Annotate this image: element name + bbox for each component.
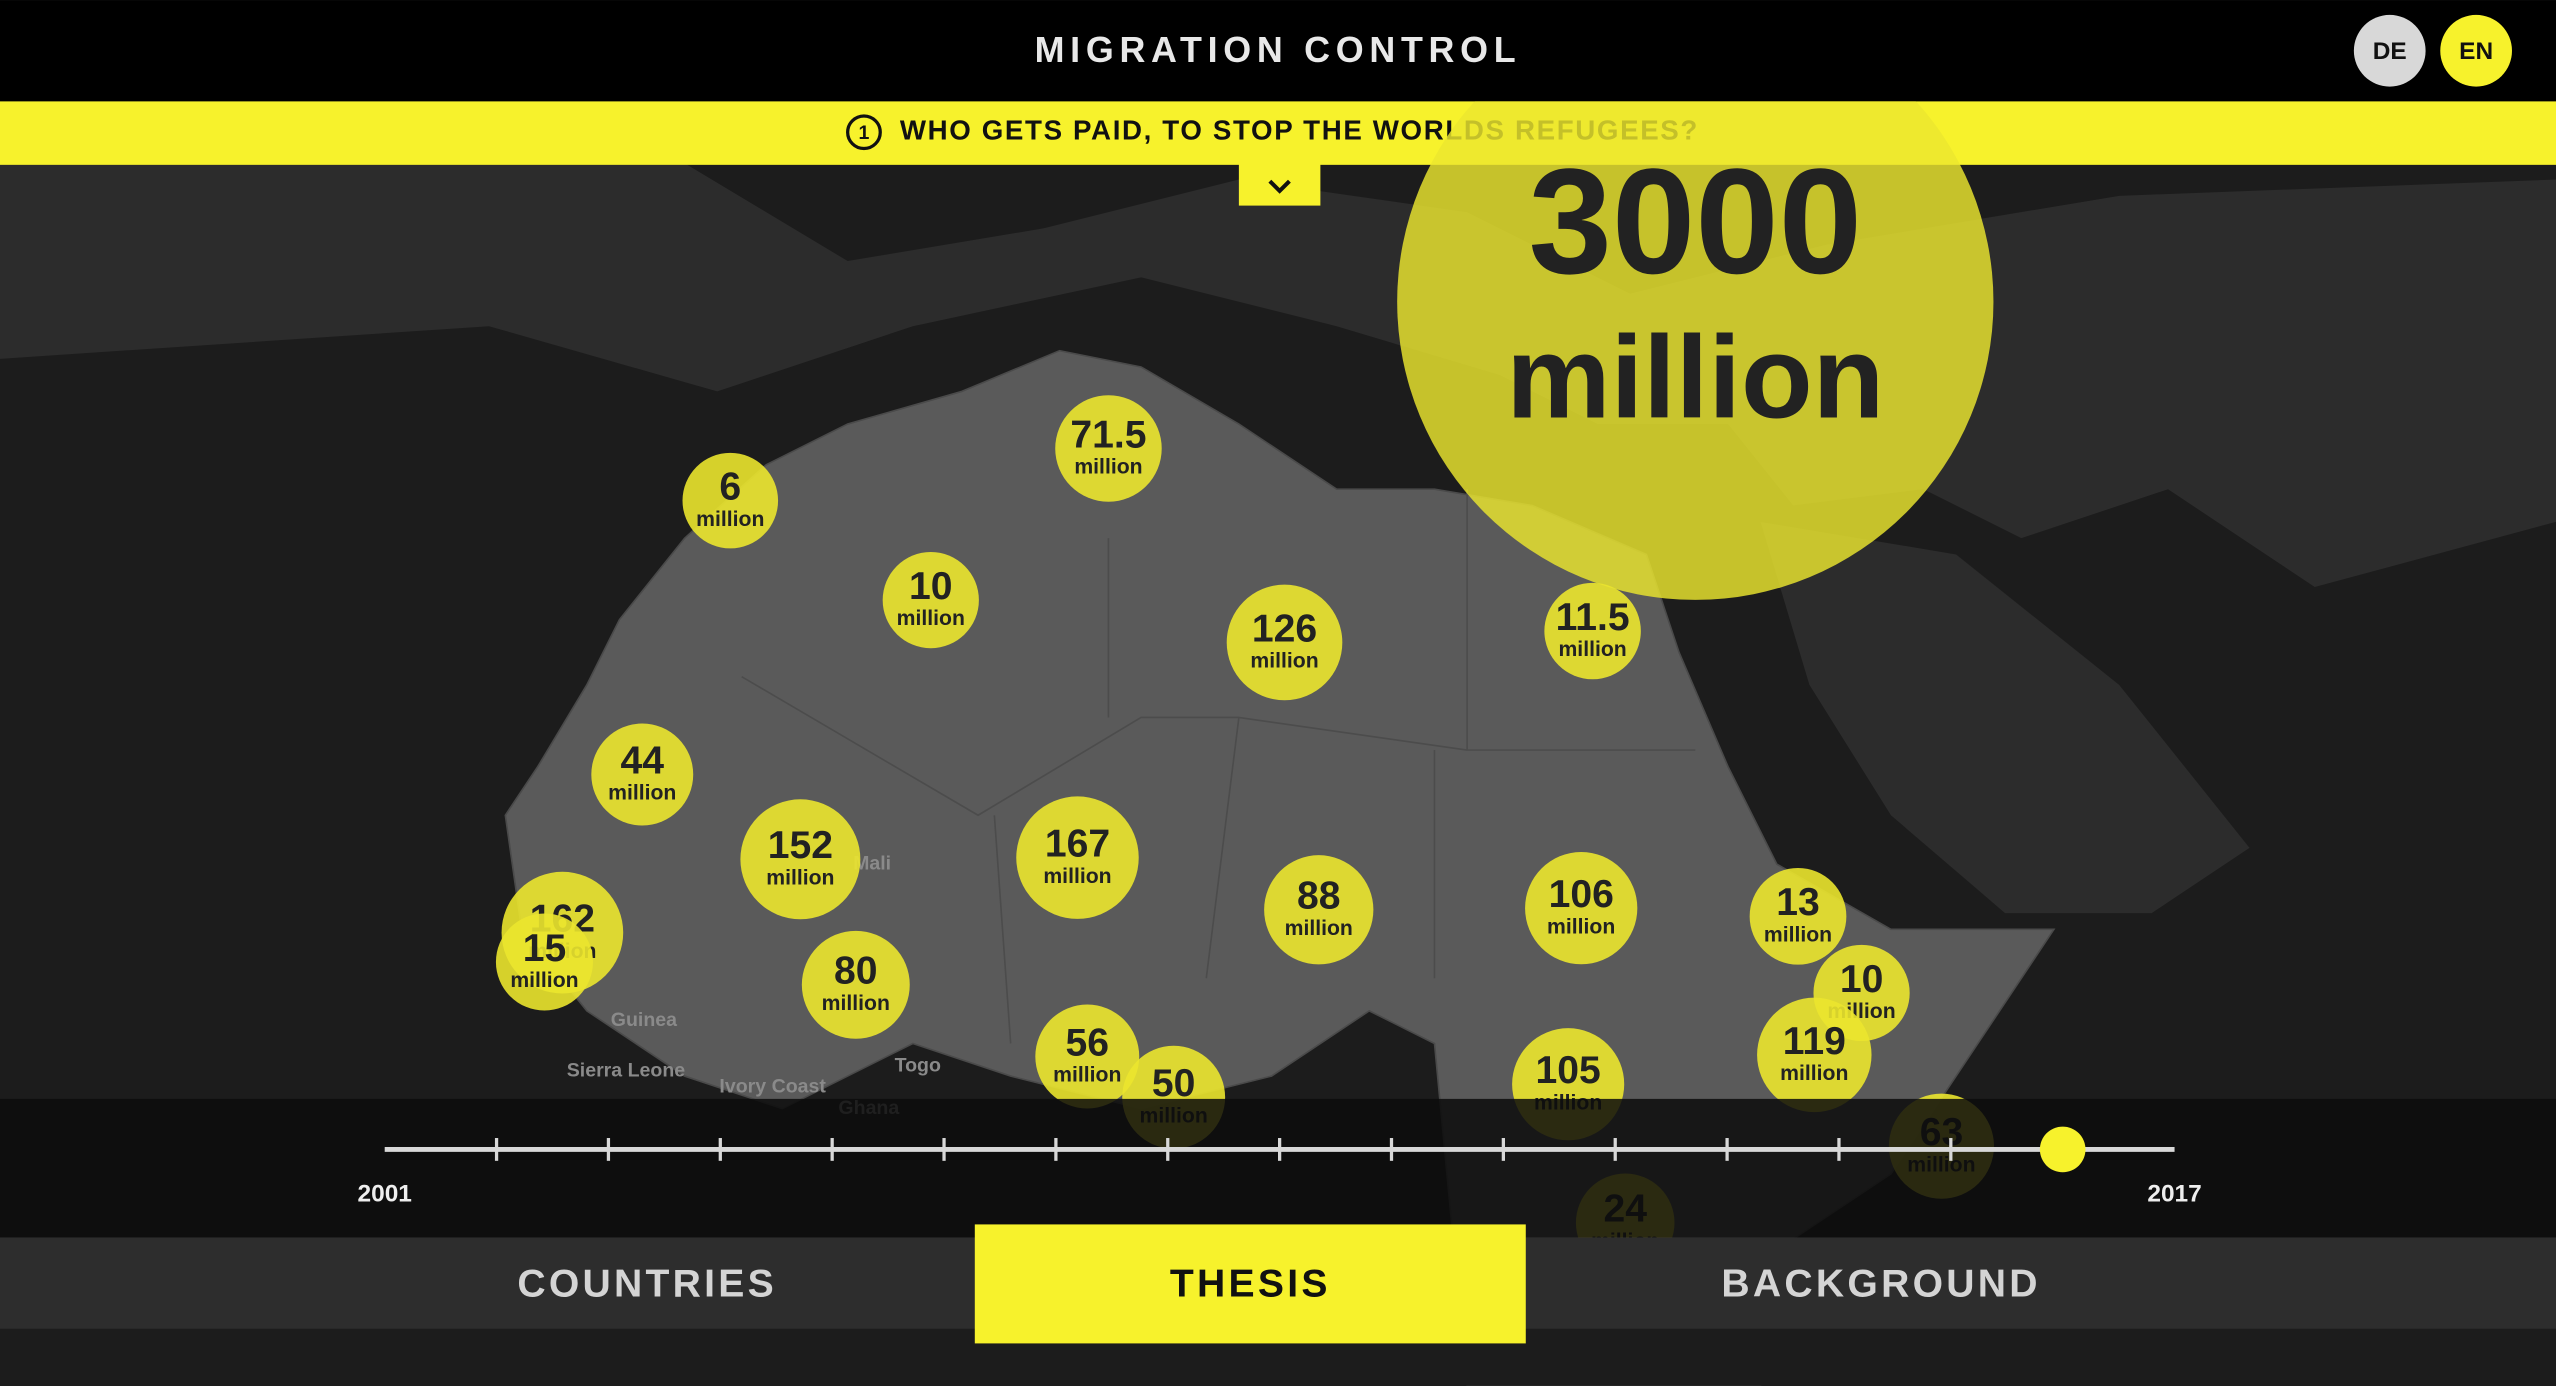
- amount-bubble[interactable]: [1525, 852, 1638, 965]
- amount-bubble[interactable]: [1016, 796, 1139, 919]
- amount-unit: million: [822, 992, 890, 1015]
- expand-tab[interactable]: [1238, 163, 1321, 206]
- amount-unit: million: [608, 782, 676, 805]
- amount-bubble[interactable]: [882, 551, 979, 649]
- chevron-icon: [1268, 179, 1291, 194]
- amount-unit: million: [1285, 917, 1353, 940]
- amount-value: 71.5: [1070, 413, 1146, 456]
- amount-unit: million: [510, 969, 578, 992]
- language-button[interactable]: [2440, 14, 2512, 87]
- amount-bubble[interactable]: [1264, 855, 1374, 965]
- amount-bubble[interactable]: [591, 723, 694, 826]
- tab-label[interactable]: THESIS: [1170, 1263, 1331, 1306]
- tab-label[interactable]: BACKGROUND: [1721, 1263, 2040, 1306]
- amount-unit: million: [766, 866, 834, 889]
- header-background: [0, 0, 2556, 102]
- timeline-background: [0, 1098, 2556, 1238]
- amount-value: 88: [1297, 875, 1341, 918]
- amount-bubble[interactable]: [1035, 1004, 1140, 1109]
- amount-bubble[interactable]: [801, 930, 910, 1039]
- amount-bubble[interactable]: [1226, 584, 1343, 701]
- question-number: 1: [859, 122, 870, 144]
- language-label: EN: [2459, 38, 2493, 65]
- amount-bubble[interactable]: [1397, 3, 1994, 600]
- timeline-start-label: 2001: [358, 1181, 412, 1208]
- amount-value: 105: [1536, 1049, 1601, 1092]
- amount-unit: million: [1764, 923, 1832, 946]
- amount-bubble[interactable]: [1749, 867, 1847, 965]
- amount-value: 6: [719, 466, 741, 509]
- amount-unit: million: [1250, 650, 1318, 673]
- amount-value: 152: [768, 824, 833, 867]
- place-label: Ivory Coast: [719, 1076, 826, 1098]
- amount-value: 167: [1045, 823, 1110, 866]
- place-label: Mali: [853, 852, 891, 874]
- amount-unit: million: [1053, 1064, 1121, 1087]
- active-tab: [974, 1224, 1526, 1344]
- amount-value: 13: [1776, 881, 1820, 924]
- language-label: DE: [2373, 38, 2407, 65]
- amount-unit: million: [1074, 456, 1142, 479]
- timeline-handle[interactable]: [2039, 1126, 2086, 1173]
- amount-value: 10: [1840, 958, 1884, 1001]
- amount-value: 119: [1783, 1020, 1846, 1063]
- amount-unit: million: [1558, 638, 1626, 661]
- amount-value: 10: [909, 565, 953, 608]
- language-button[interactable]: [2353, 14, 2426, 87]
- amount-value: 11.5: [1556, 596, 1630, 639]
- amount-unit: million: [1043, 865, 1111, 888]
- amount-value: 50: [1152, 1062, 1196, 1105]
- amount-bubble[interactable]: [682, 452, 779, 549]
- place-label: Guinea: [611, 1009, 677, 1031]
- tab-label[interactable]: COUNTRIES: [517, 1263, 777, 1306]
- amount-value: 44: [621, 739, 665, 782]
- amount-value: 106: [1549, 873, 1614, 916]
- tabs: COUNTRIES THESIS BACKGROUND: [0, 1224, 2556, 1386]
- amount-unit: million: [1780, 1062, 1848, 1085]
- amount-unit: million: [897, 607, 965, 630]
- question-background: [0, 101, 2556, 165]
- timeline: 2001 2017: [0, 1098, 2556, 1238]
- amount-bubble[interactable]: [1757, 997, 1872, 1113]
- timeline-end-label: 2017: [2147, 1181, 2201, 1208]
- amount-value: 80: [834, 950, 878, 993]
- amount-value: 56: [1066, 1021, 1110, 1064]
- amount-bubble[interactable]: [1055, 395, 1162, 502]
- place-label: Sierra Leone: [567, 1059, 686, 1081]
- header: MIGRATION CONTROL DE EN: [0, 0, 2556, 102]
- amount-value: 15: [523, 927, 567, 970]
- question-number-circle: [846, 114, 882, 151]
- amount-bubble[interactable]: [1544, 582, 1641, 680]
- amount-bubble[interactable]: [495, 913, 593, 1011]
- land-arabia: [1760, 521, 2250, 914]
- amount-value: 126: [1252, 607, 1317, 650]
- amount-unit: million: [696, 508, 764, 531]
- place-label: Togo: [895, 1054, 941, 1076]
- amount-unit: million: [1547, 915, 1615, 938]
- borders: [741, 489, 1696, 1044]
- amount-bubble[interactable]: [740, 799, 861, 920]
- amount-unit: million: [1506, 312, 1884, 443]
- amount-value: 3000: [1529, 137, 1863, 305]
- app-title: MIGRATION CONTROL: [1035, 30, 1522, 70]
